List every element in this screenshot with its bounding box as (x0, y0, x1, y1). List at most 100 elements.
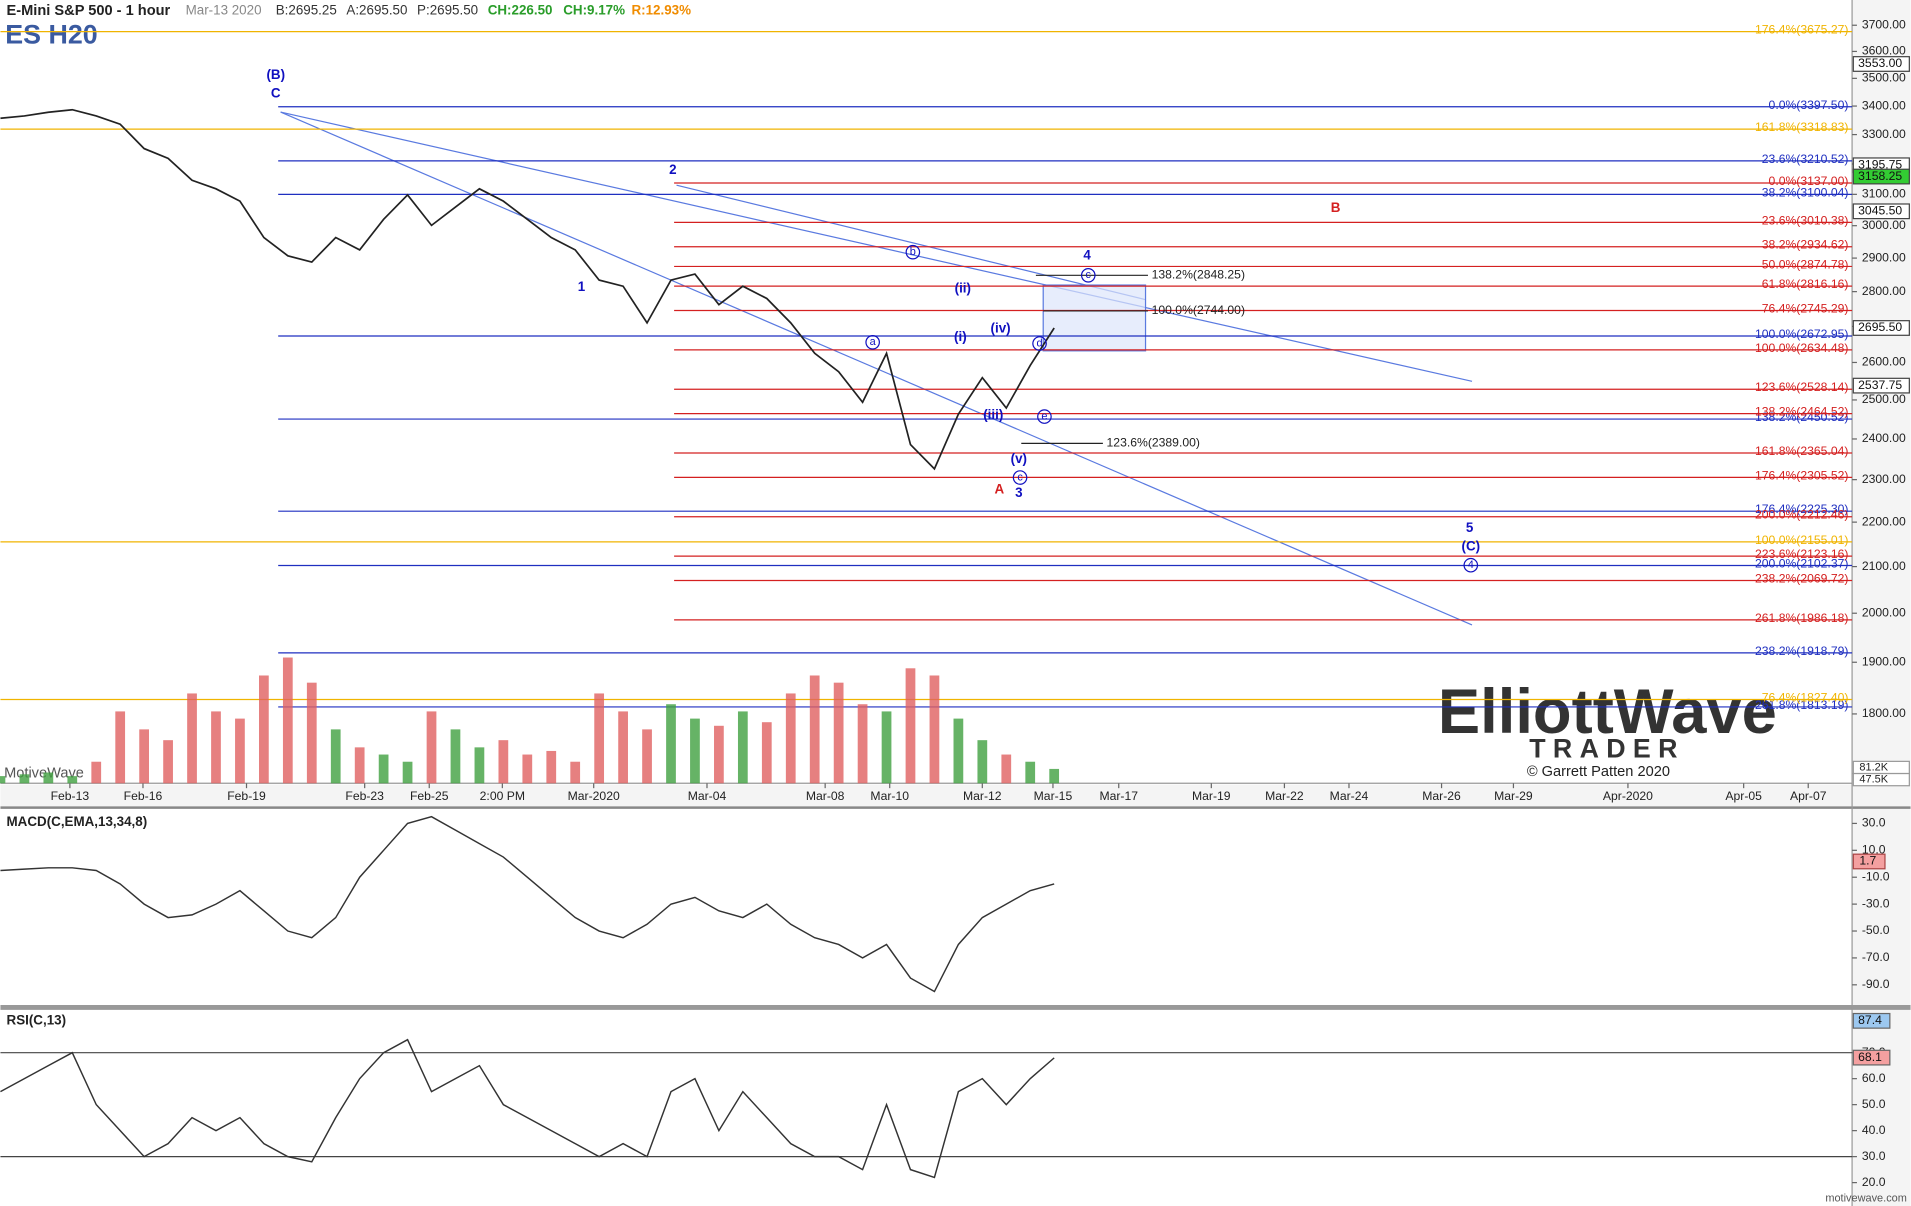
y-tick-label: 50.0 (1862, 1097, 1886, 1111)
wave-circle (865, 335, 880, 350)
volume-bar (546, 750, 557, 784)
price-badge-label: 3045.50 (1858, 204, 1902, 218)
y-tick-label: -50.0 (1862, 923, 1890, 937)
volume-bar (690, 718, 700, 784)
fib-label: 23.6%(3010.38) (1762, 213, 1849, 227)
y-tick-label: 1800.00 (1862, 706, 1906, 720)
x-tick-label: Mar-04 (688, 789, 727, 803)
wave-label: C (271, 85, 281, 100)
volume-bar (91, 761, 102, 784)
x-tick-label: Mar-26 (1422, 789, 1461, 803)
fib-label: 76.4%(1827.40) (1762, 690, 1849, 704)
fib-label: 161.8%(2365.04) (1755, 444, 1848, 458)
panel-title: MACD(C,EMA,13,34,8) (7, 814, 148, 829)
y-tick-label: 3400.00 (1862, 98, 1906, 112)
fib-label: 123.6%(2528.14) (1755, 380, 1848, 394)
y-tick-label: 3700.00 (1862, 17, 1906, 31)
fib-label: 176.4%(2225.30) (1755, 502, 1848, 516)
x-tick-label: Mar-19 (1192, 789, 1231, 803)
fib-label: 176.4%(2305.52) (1755, 468, 1848, 482)
y-tick-label: 2500.00 (1862, 392, 1906, 406)
wave-label: e (1041, 411, 1047, 423)
x-tick-label: Mar-2020 (568, 789, 620, 803)
fib-label: 0.0%(3137.00) (1769, 174, 1849, 188)
volume-bar (282, 657, 293, 784)
fib-label: 176.4%(3675.27) (1755, 23, 1848, 37)
site: motivewave.com (1825, 1193, 1907, 1205)
volume-bar (306, 682, 317, 784)
wave-circle (905, 244, 921, 260)
x-tick-label: Mar-10 (870, 789, 909, 803)
logo: ElliottWave TRADER © Garrett Patten 2020 (1438, 677, 1777, 780)
volume-bar (0, 776, 6, 784)
wave-label: A (995, 481, 1005, 496)
volume-bar (259, 675, 269, 784)
rsi-badge (1852, 1049, 1891, 1066)
header-date: Mar-13 2020 (186, 3, 262, 18)
wave-label: (iii) (983, 407, 1003, 422)
wave-circle (1463, 557, 1479, 573)
x-tick-label: Mar-15 (1034, 789, 1073, 803)
volume-bar (881, 711, 892, 784)
wave-circle (1012, 470, 1028, 485)
y-tick-label: 60.0 (1862, 1071, 1886, 1085)
wave-label: 3 (1015, 485, 1022, 500)
volume-badge (1852, 772, 1910, 787)
header-change: CH:226.50 (488, 3, 553, 18)
volume-bar (474, 747, 485, 784)
volume-bar (522, 754, 533, 784)
price-badge (1852, 320, 1910, 336)
y-tick-label: 10.0 (1862, 843, 1886, 857)
volume-bar (737, 711, 748, 784)
fib-label: 38.2%(3100.04) (1762, 185, 1849, 199)
volume-bar (43, 772, 54, 784)
price-badge-label: 3195.75 (1858, 157, 1902, 171)
y-tick-label: 3600.00 (1862, 44, 1906, 58)
fib-label: 100.0%(2634.48) (1755, 341, 1848, 355)
volume-bar (187, 693, 197, 784)
x-tick-label: Feb-16 (124, 789, 163, 803)
header-change-pct: CH:9.17% (563, 3, 625, 18)
y-tick-label: 20.0 (1862, 1175, 1886, 1189)
y-tick-label: 3000.00 (1862, 218, 1906, 232)
y-tick-label: -90.0 (1862, 977, 1890, 991)
fib-label: 223.6%(2123.16) (1755, 547, 1848, 561)
wave-label: 4 (1468, 559, 1474, 571)
y-tick-label: 2800.00 (1862, 284, 1906, 298)
volume-bar (666, 704, 676, 784)
rsi-badge-label: 68.1 (1858, 1050, 1882, 1064)
panel-title: RSI(C,13) (7, 1012, 67, 1027)
y-tick-label: -30.0 (1862, 896, 1890, 910)
annotation-label: 138.2%(2848.25) (1152, 268, 1245, 282)
price-badge (1852, 168, 1910, 185)
volume-bar (833, 682, 844, 784)
volume-bar (905, 668, 916, 784)
y-tick-label: 2900.00 (1862, 250, 1906, 264)
rsi-badge (1852, 1012, 1891, 1029)
wave-circle (1080, 268, 1096, 283)
y-tick-label: 3100.00 (1862, 187, 1906, 201)
x-tick-label: Feb-23 (345, 789, 384, 803)
volume-bar (1001, 754, 1012, 784)
volume-bar (977, 740, 988, 784)
fib-label: 38.2%(2934.62) (1762, 238, 1849, 252)
fib-label: 100.0%(2672.95) (1755, 327, 1848, 341)
volume-bar (618, 711, 628, 784)
wave-label: b (910, 246, 916, 258)
fib-label: 100.0%(2155.01) (1755, 533, 1848, 547)
wave-circle (1032, 336, 1047, 351)
price-badge (1852, 203, 1910, 220)
volume-bar (714, 725, 724, 784)
header-title: E-Mini S&P 500 - 1 hour (7, 3, 171, 19)
symbol: ES H20 (5, 20, 97, 50)
volume-bar (450, 729, 461, 784)
wave-label: (v) (1011, 451, 1027, 466)
x-tick-label: Apr-2020 (1603, 789, 1653, 803)
x-tick-label: Mar-12 (963, 789, 1002, 803)
volume-bar (857, 704, 868, 784)
wave-label: (C) (1461, 539, 1480, 554)
x-tick-label: Apr-07 (1790, 789, 1827, 803)
y-tick-label: 30.0 (1862, 1149, 1886, 1163)
y-tick-label: 2600.00 (1862, 355, 1906, 369)
fib-label: 0.0%(3397.50) (1769, 98, 1849, 112)
